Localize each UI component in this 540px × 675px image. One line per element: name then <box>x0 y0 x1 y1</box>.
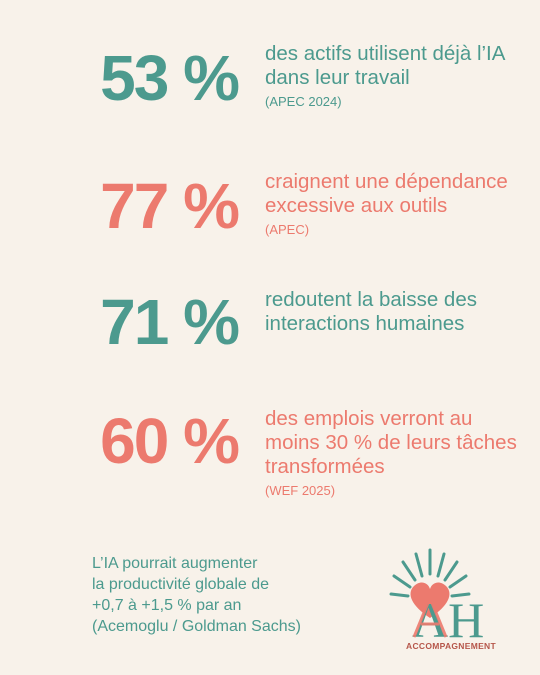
sun-rays-icon <box>389 548 471 598</box>
stat-text: redoutent la baisse des interactions hum… <box>265 288 477 335</box>
logo-caption: ACCOMPAGNEMENT <box>406 641 496 651</box>
note-line: la productivité globale de <box>92 576 270 593</box>
stat-text: craignent une dépendance excessive aux o… <box>265 170 508 217</box>
stat-source: (WEF 2025) <box>265 483 336 498</box>
stat-value: 77 % <box>100 170 240 242</box>
note-line: L’IA pourrait augmenter <box>92 555 258 572</box>
stat-text: des actifs utilisent déjà l’IA dans leur… <box>265 42 505 89</box>
stat-description: des emplois verront au moins 30 % de leu… <box>265 407 527 499</box>
productivity-note: L’IA pourrait augmenter la productivité … <box>92 553 392 637</box>
stat-description: redoutent la baisse des interactions hum… <box>265 288 527 336</box>
note-line: (Acemoglu / Goldman Sachs) <box>92 618 301 635</box>
stat-text: des emplois verront au moins 30 % de leu… <box>265 407 517 478</box>
stat-value: 60 % <box>100 405 240 477</box>
stat-value: 71 % <box>100 286 240 358</box>
stat-source: (APEC) <box>265 222 310 237</box>
stat-source: (APEC 2024) <box>265 94 342 109</box>
stat-value: 53 % <box>100 42 240 114</box>
logo-letters: AH <box>412 592 484 648</box>
ah-logo: AH <box>389 548 484 648</box>
note-line: +0,7 à +1,5 % par an <box>92 597 242 614</box>
stat-description: craignent une dépendance excessive aux o… <box>265 170 527 238</box>
stat-description: des actifs utilisent déjà l’IA dans leur… <box>265 42 527 110</box>
a-letter-accent <box>412 597 448 638</box>
